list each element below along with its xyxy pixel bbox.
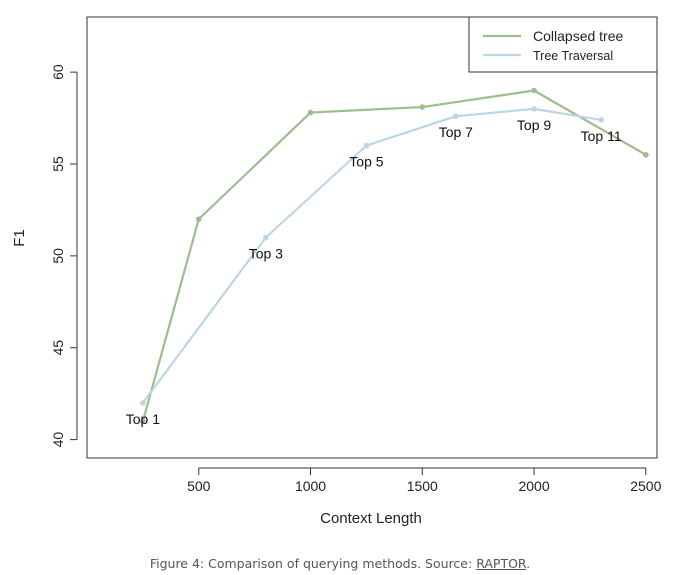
line-chart: 500 1000 1500 2000 2500 40 45 50 55 60 Top 1 Top … xyxy=(11,16,662,527)
point-label: Top 7 xyxy=(439,124,473,140)
caption-end: . xyxy=(526,556,531,571)
caption-text: Figure 4: Comparison of querying methods… xyxy=(149,556,477,571)
x-tick-label: 1500 xyxy=(407,478,438,494)
series-line-0 xyxy=(141,89,647,422)
data-point xyxy=(531,106,537,112)
point-label: Top 11 xyxy=(581,128,622,144)
point-label: Top 9 xyxy=(517,117,551,133)
data-point xyxy=(140,400,146,406)
data-point xyxy=(140,418,146,425)
x-tick-label: 2500 xyxy=(630,478,661,494)
data-point xyxy=(643,152,649,158)
legend-label: Collapsed tree xyxy=(533,28,623,44)
y-tick-label: 45 xyxy=(50,340,66,356)
y-axis-title: F1 xyxy=(11,229,28,247)
data-point xyxy=(598,117,604,123)
legend-label: Tree Traversal xyxy=(533,49,613,63)
x-tick-label: 500 xyxy=(187,478,211,494)
point-label: Top 5 xyxy=(349,154,383,170)
data-point xyxy=(363,142,370,149)
x-tick-label: 1000 xyxy=(295,478,326,494)
data-point xyxy=(263,234,269,241)
x-tick-label: 2000 xyxy=(518,478,549,494)
figure-caption: Figure 4: Comparison of querying methods… xyxy=(0,556,680,571)
legend-box xyxy=(468,16,658,73)
data-point xyxy=(195,216,202,222)
y-tick-label: 60 xyxy=(50,64,66,80)
y-tick-label: 55 xyxy=(50,156,66,172)
y-tick-label: 40 xyxy=(50,432,66,448)
series-line-1 xyxy=(141,107,602,404)
source-link[interactable]: RAPTOR xyxy=(476,556,527,571)
data-point xyxy=(453,113,459,120)
data-point xyxy=(419,104,426,110)
data-point xyxy=(307,109,314,116)
x-axis-title: Context Length xyxy=(320,510,422,527)
data-point xyxy=(531,87,537,94)
point-label: Top 3 xyxy=(249,246,283,262)
y-tick-label: 50 xyxy=(50,248,66,264)
plot-area-frame xyxy=(86,16,658,459)
point-label: Top 1 xyxy=(126,411,160,427)
